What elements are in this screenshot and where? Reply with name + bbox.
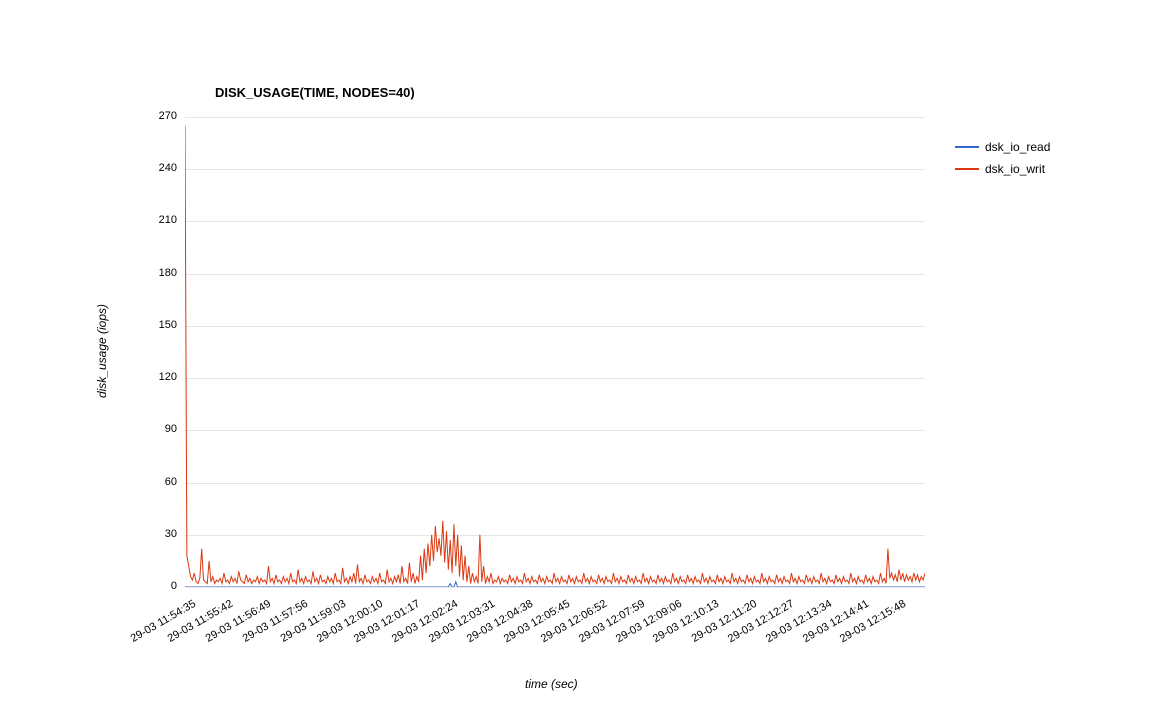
y-tick-label: 60 — [145, 476, 177, 488]
chart-title: DISK_USAGE(TIME, NODES=40) — [215, 85, 415, 100]
legend-item: dsk_io_writ — [955, 162, 1050, 176]
chart-container: DISK_USAGE(TIME, NODES=40) disk_usage (i… — [0, 0, 1165, 720]
grid-line — [185, 587, 925, 588]
chart-svg — [185, 117, 925, 587]
y-tick-label: 90 — [145, 423, 177, 435]
y-tick-label: 30 — [145, 528, 177, 540]
y-tick-label: 0 — [145, 580, 177, 592]
legend-item: dsk_io_read — [955, 140, 1050, 154]
y-tick-label: 120 — [145, 371, 177, 383]
legend: dsk_io_read dsk_io_writ — [955, 140, 1050, 184]
y-tick-label: 270 — [145, 110, 177, 122]
y-tick-label: 150 — [145, 319, 177, 331]
legend-swatch — [955, 146, 979, 148]
legend-swatch — [955, 168, 979, 170]
legend-label: dsk_io_writ — [985, 162, 1045, 176]
x-axis-label: time (sec) — [525, 677, 578, 691]
y-tick-label: 240 — [145, 162, 177, 174]
y-tick-label: 210 — [145, 214, 177, 226]
y-axis-label: disk_usage (iops) — [95, 304, 109, 398]
series-dsk_io_writ — [185, 126, 925, 584]
legend-label: dsk_io_read — [985, 140, 1050, 154]
y-tick-label: 180 — [145, 267, 177, 279]
plot-area — [185, 117, 925, 587]
